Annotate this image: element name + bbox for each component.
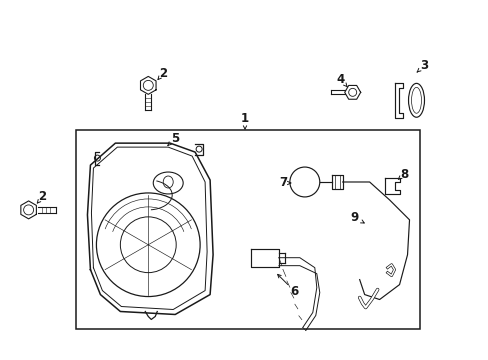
Text: 7: 7	[278, 176, 286, 189]
Text: 9: 9	[350, 211, 358, 224]
Text: 2: 2	[39, 190, 46, 203]
Bar	[76, 130, 420, 329]
Text: 3: 3	[420, 59, 427, 72]
Text: 4: 4	[336, 73, 344, 86]
Text: 1: 1	[241, 112, 248, 125]
Text: 8: 8	[400, 167, 408, 180]
Text: 6: 6	[290, 285, 298, 298]
Text: 5: 5	[171, 132, 179, 145]
Text: 2: 2	[159, 67, 167, 80]
